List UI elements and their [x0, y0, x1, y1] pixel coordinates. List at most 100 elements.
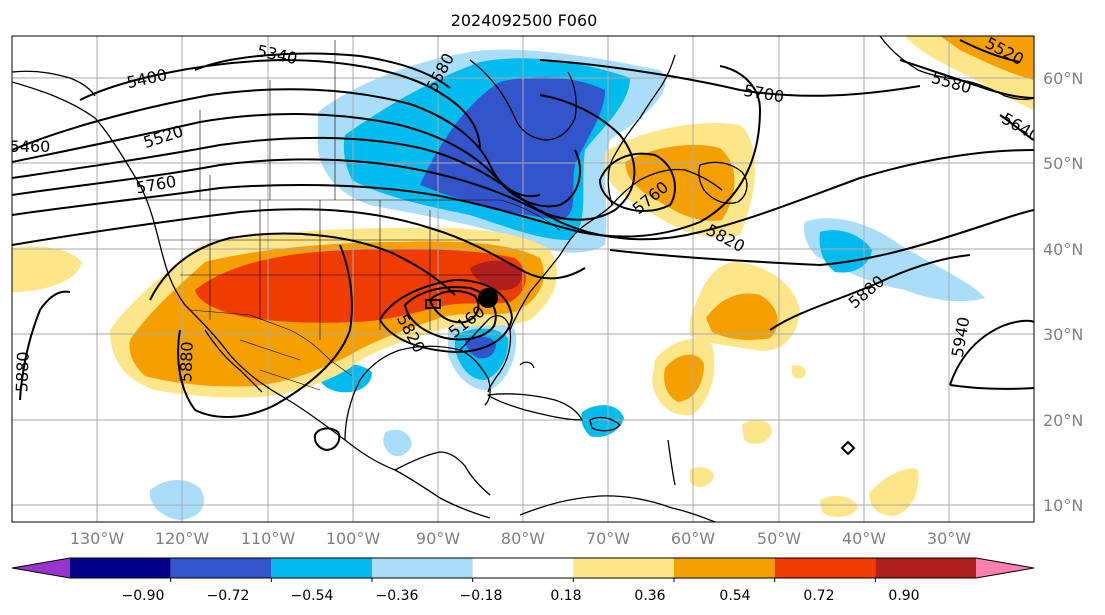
positive-anomaly-pacific-west	[12, 246, 82, 292]
colorbar-segment	[674, 558, 775, 578]
colorbar-segment	[70, 558, 171, 578]
lat-label-20: 20°N	[1043, 411, 1083, 430]
lat-label-60: 60°N	[1043, 69, 1083, 88]
coastline-north-america-west	[12, 81, 491, 519]
colorbar-tick-label: 0.18	[550, 588, 581, 604]
contour-small-low-mexico	[313, 427, 341, 452]
lon-label-30: 30°W	[927, 529, 971, 548]
lon-label-110: 110°W	[241, 529, 296, 548]
coastline-gulf-mexico	[344, 345, 491, 441]
colorbar-segment	[573, 558, 674, 578]
contour-5160-low	[428, 290, 480, 324]
colorbar-tick-labels: −0.90 −0.72 −0.54 −0.36 −0.18 0.18 0.36 …	[122, 588, 920, 604]
contour-label-5580-newfoundland: 5580	[634, 187, 675, 206]
contour-5940	[949, 319, 1034, 386]
negative-anomaly-atlantic-mid	[819, 230, 872, 273]
lat-label-50: 50°N	[1043, 154, 1083, 173]
colorbar-tick-label: −0.54	[291, 588, 334, 604]
lon-label-70: 70°W	[586, 529, 630, 548]
coastline-central-america	[394, 451, 491, 496]
height-contours	[12, 39, 1034, 456]
coastline-us-east	[509, 168, 723, 331]
colorbar-outline	[11, 557, 1035, 579]
contour-5940-lower	[949, 384, 1034, 390]
coastline-alaska	[12, 70, 96, 97]
contour-5580-ne	[899, 59, 1034, 99]
contour-5880-far-west	[19, 290, 71, 401]
colorbar-tick-label: −0.18	[460, 588, 503, 604]
contour-label-5880-pacific: 5880	[12, 351, 32, 392]
positive-anomaly-atlantic-orange	[706, 293, 778, 340]
contour-5820-south	[378, 278, 514, 354]
lat-label-10: 10°N	[1043, 496, 1083, 515]
coastline-hudson-bay	[469, 59, 577, 141]
lon-label-90: 90°W	[416, 529, 460, 548]
positive-anomaly-red	[195, 248, 526, 323]
lon-label-130: 130°W	[70, 529, 125, 548]
colorbar-segment	[271, 558, 372, 578]
positive-anomaly-patch-5	[792, 365, 806, 379]
positive-anomaly-patch-4	[690, 467, 714, 487]
contour-5880-mid	[769, 254, 971, 331]
coastline-hispaniola	[589, 416, 621, 432]
contour-5400	[79, 58, 481, 151]
lat-label-30: 30°N	[1043, 325, 1083, 344]
latitude-labels: 60°N 50°N 40°N 30°N 20°N 10°N	[1043, 69, 1083, 515]
contour-5520	[12, 113, 581, 208]
lon-label-100: 100°W	[326, 529, 381, 548]
colorbar-segment	[170, 558, 272, 578]
contour-5520-ne	[959, 39, 1021, 63]
colorbar-segment	[875, 558, 976, 578]
colorbar-segment	[976, 558, 1034, 578]
negative-anomaly-pacific	[149, 479, 204, 520]
coastline-baja	[204, 329, 263, 393]
positive-anomaly-patch-2	[820, 495, 858, 517]
colorbar-tick-label: 0.72	[803, 588, 834, 604]
coastline-lesser-antilles	[667, 439, 676, 486]
negative-anomaly-yucatan	[383, 429, 412, 457]
contour-5700-north	[539, 59, 921, 97]
border-us-mexico	[189, 309, 353, 377]
coastline-cuba	[487, 393, 583, 421]
lat-label-40: 40°N	[1043, 240, 1083, 259]
contour-small-high	[425, 299, 441, 309]
colorbar-tick-label: 0.36	[634, 588, 665, 604]
positive-anomaly-south-atlantic-orange	[664, 354, 704, 402]
contour-label-5880-mexico: 5880	[176, 341, 196, 382]
contour-5760	[12, 208, 586, 280]
colorbar: −0.90 −0.72 −0.54 −0.36 −0.18 0.18 0.36 …	[11, 557, 1035, 604]
colorbar-tick-label: −0.36	[376, 588, 419, 604]
positive-anomaly-patch-3	[869, 468, 919, 516]
positive-anomaly-greenland-orange	[940, 36, 1034, 80]
contour-5760-inner	[403, 286, 497, 341]
contour-5820	[149, 232, 456, 301]
positive-anomaly-dark-red	[470, 260, 523, 291]
colorbar-segment	[472, 558, 574, 578]
contour-5460	[12, 88, 541, 198]
lon-label-40: 40°W	[842, 529, 886, 548]
negative-anomaly-florida-strong	[465, 336, 496, 359]
lon-label-80: 80°W	[501, 529, 545, 548]
coastline-newfoundland	[698, 161, 748, 204]
positive-anomaly-patch-1	[742, 419, 772, 444]
colorbar-segments	[11, 557, 1035, 582]
contour-5880-sw	[177, 244, 353, 418]
map-frame	[11, 35, 1035, 523]
colorbar-tick-label: 0.90	[888, 588, 919, 604]
contour-5580-west	[12, 94, 636, 221]
map-panel: 5340 5400 5460 5520 5580 5700 5580 5520 …	[12, 36, 1034, 522]
contour-5640-ne	[999, 114, 1034, 141]
lon-label-50: 50°W	[757, 529, 801, 548]
positive-anomaly-newfoundland-orange	[625, 144, 735, 221]
lon-label-60: 60°W	[671, 529, 715, 548]
contour-5880-east	[609, 209, 1034, 267]
border-mexico-states	[239, 339, 321, 391]
coastline-south-america-north	[519, 495, 716, 522]
colorbar-tick-label: −0.72	[207, 588, 250, 604]
colorbar-tick-label: 0.54	[719, 588, 750, 604]
contour-5340	[194, 52, 451, 89]
lon-label-120: 120°W	[155, 529, 210, 548]
contour-5640	[12, 149, 1034, 241]
contour-5700	[12, 65, 762, 238]
